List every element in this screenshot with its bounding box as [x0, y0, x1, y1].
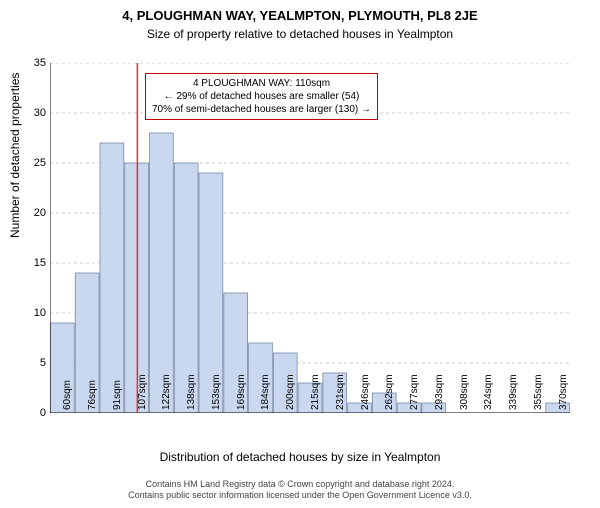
annotation-line3: 70% of semi-detached houses are larger (… [152, 103, 371, 116]
page-subtitle: Size of property relative to detached ho… [0, 27, 600, 41]
x-tick-label: 262sqm [384, 374, 395, 410]
y-tick-label: 25 [34, 157, 46, 169]
y-tick-label: 30 [34, 107, 46, 119]
x-tick-label: 355sqm [533, 374, 544, 410]
histogram-chart: 4 PLOUGHMAN WAY: 110sqm ← 29% of detache… [50, 63, 570, 413]
page-title: 4, PLOUGHMAN WAY, YEALMPTON, PLYMOUTH, P… [0, 8, 600, 23]
x-tick-label: 169sqm [236, 374, 247, 410]
x-tick-label: 370sqm [558, 374, 569, 410]
x-tick-label: 246sqm [360, 374, 371, 410]
x-tick-label: 138sqm [186, 374, 197, 410]
footer: Contains HM Land Registry data © Crown c… [0, 479, 600, 502]
y-tick-label: 15 [34, 257, 46, 269]
x-tick-label: 107sqm [137, 374, 148, 410]
y-tick-label: 10 [34, 307, 46, 319]
y-tick-label: 20 [34, 207, 46, 219]
x-tick-label: 215sqm [310, 374, 321, 410]
x-tick-label: 231sqm [335, 374, 346, 410]
annotation-box: 4 PLOUGHMAN WAY: 110sqm ← 29% of detache… [145, 73, 378, 120]
footer-line2: Contains public sector information licen… [0, 490, 600, 502]
x-tick-label: 277sqm [409, 374, 420, 410]
x-tick-label: 339sqm [508, 374, 519, 410]
x-tick-label: 200sqm [285, 374, 296, 410]
y-tick-label: 0 [40, 407, 46, 419]
y-tick-label: 5 [40, 357, 46, 369]
y-tick-label: 35 [34, 57, 46, 69]
x-tick-label: 293sqm [434, 374, 445, 410]
x-axis-label: Distribution of detached houses by size … [0, 450, 600, 464]
x-tick-label: 76sqm [87, 380, 98, 410]
footer-line1: Contains HM Land Registry data © Crown c… [0, 479, 600, 491]
y-axis-label: Number of detached properties [8, 73, 22, 238]
x-tick-label: 184sqm [260, 374, 271, 410]
x-tick-label: 60sqm [62, 380, 73, 410]
x-tick-label: 91sqm [112, 380, 123, 410]
x-tick-label: 153sqm [211, 374, 222, 410]
x-tick-label: 324sqm [483, 374, 494, 410]
annotation-line1: 4 PLOUGHMAN WAY: 110sqm [152, 77, 371, 90]
x-tick-label: 122sqm [161, 374, 172, 410]
annotation-line2: ← 29% of detached houses are smaller (54… [152, 90, 371, 103]
x-tick-label: 308sqm [459, 374, 470, 410]
